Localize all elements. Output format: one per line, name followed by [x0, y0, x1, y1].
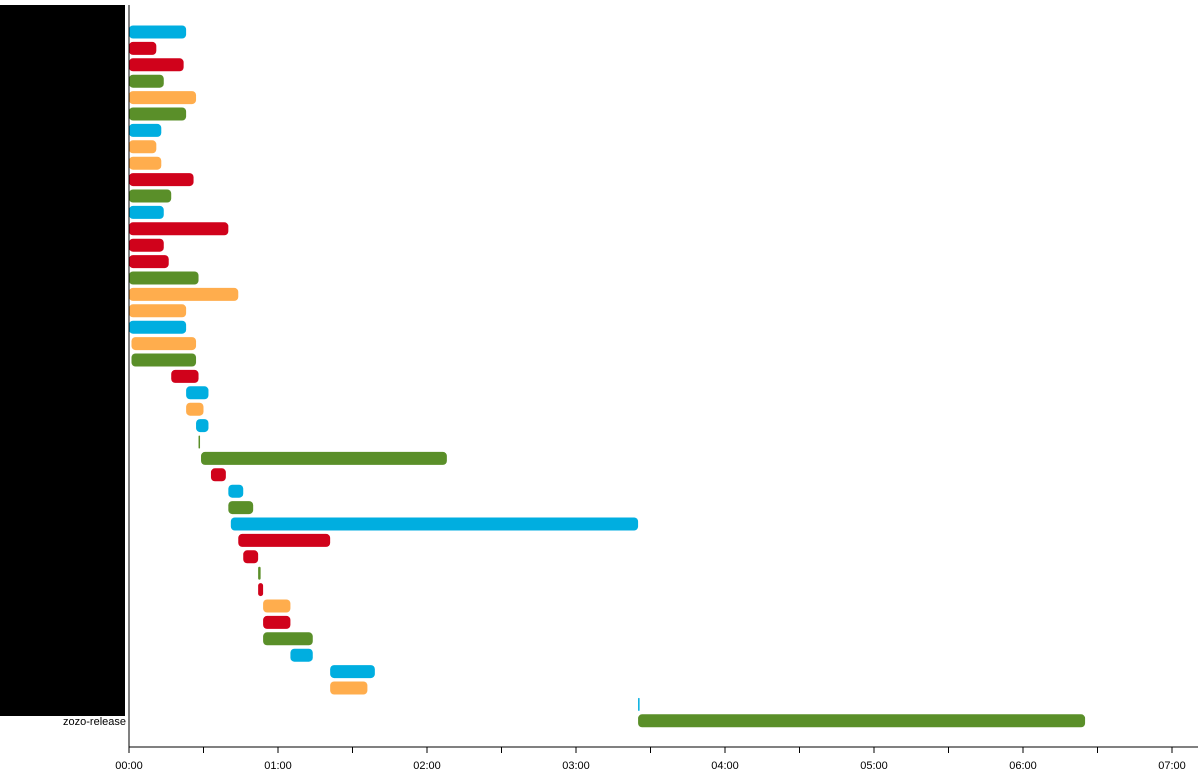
task-bar-33: [243, 550, 259, 564]
task-bar-27: [201, 451, 447, 465]
task-bars: [129, 25, 1086, 728]
task-bar-9: [129, 156, 162, 170]
task-bar-10: [129, 173, 194, 187]
task-bar-43: [638, 714, 1086, 728]
task-bar-13: [129, 222, 229, 236]
task-bar-19: [129, 320, 187, 334]
x-tick-label: 00:00: [115, 760, 143, 772]
x-tick-label: 04:00: [711, 760, 739, 772]
task-bar-26: [198, 435, 201, 449]
task-bar-18: [129, 304, 187, 318]
task-bar-2: [129, 41, 157, 55]
x-tick-label: 03:00: [562, 760, 590, 772]
x-tick-label: 07:00: [1158, 760, 1186, 772]
task-bar-20: [131, 337, 197, 351]
task-bar-28: [210, 468, 226, 482]
row-label-zozo-release: zozo-release: [63, 716, 126, 728]
task-bar-23: [186, 386, 209, 400]
task-bar-30: [228, 501, 254, 515]
task-bar-42: [638, 697, 640, 711]
x-tick-label: 02:00: [413, 760, 441, 772]
task-bar-12: [129, 205, 164, 219]
task-bar-7: [129, 123, 162, 137]
task-bar-16: [129, 271, 199, 285]
x-tick-label: 06:00: [1009, 760, 1037, 772]
task-bar-32: [238, 533, 331, 547]
task-bar-11: [129, 189, 172, 203]
task-bar-39: [290, 648, 313, 662]
task-bar-24: [186, 402, 204, 416]
task-bar-36: [263, 599, 291, 613]
task-bar-22: [171, 369, 199, 383]
x-tick-label: 01:00: [264, 760, 292, 772]
task-bar-15: [129, 255, 169, 269]
task-bar-37: [263, 615, 291, 629]
redacted-row-labels: [0, 5, 125, 716]
x-tick-label: 05:00: [860, 760, 888, 772]
task-bar-4: [129, 74, 164, 88]
task-bar-6: [129, 107, 187, 121]
task-bar-3: [129, 58, 184, 72]
task-bar-1: [129, 25, 187, 39]
task-bar-8: [129, 140, 157, 154]
task-bar-21: [131, 353, 197, 367]
task-bar-40: [330, 665, 375, 679]
task-bar-41: [330, 681, 368, 695]
task-bar-34: [258, 566, 261, 580]
task-bar-5: [129, 91, 197, 105]
task-bar-17: [129, 287, 239, 301]
task-bar-31: [230, 517, 639, 531]
task-bar-14: [129, 238, 164, 252]
task-bar-29: [228, 484, 244, 498]
task-bar-35: [258, 583, 264, 597]
task-bar-38: [263, 632, 313, 646]
x-axis-ticks: 00:00 01:00 02:00 03:00 04:00 05:00 06:00 07:00: [115, 747, 1186, 772]
task-bar-25: [196, 419, 209, 433]
axes: 00:00 01:00 02:00 03:00 04:00 05:00 06:00 07:00: [115, 5, 1198, 772]
